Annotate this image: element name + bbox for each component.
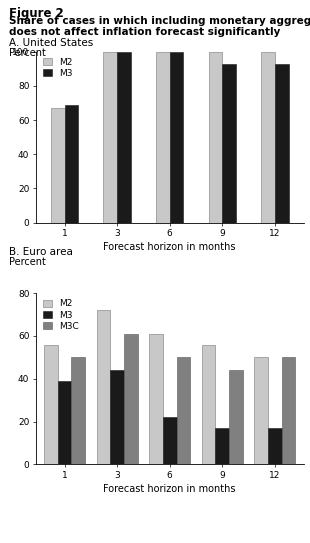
Text: Figure 2: Figure 2 [9, 7, 64, 20]
Bar [51, 108, 64, 223]
Text: Share of cases in which including monetary aggregates: Share of cases in which including moneta… [9, 16, 310, 26]
Legend: M2, M3: M2, M3 [43, 58, 73, 78]
Bar [209, 52, 222, 223]
Text: does not affect inflation forecast significantly: does not affect inflation forecast signi… [9, 27, 281, 37]
Text: Percent: Percent [9, 48, 46, 58]
Bar [97, 311, 110, 464]
Bar [170, 52, 184, 223]
X-axis label: Forecast horizon in months: Forecast horizon in months [104, 484, 236, 494]
Bar [117, 52, 131, 223]
Bar [268, 428, 282, 464]
Bar [255, 357, 268, 464]
Bar [202, 345, 215, 464]
Bar [110, 370, 124, 464]
Bar [149, 334, 163, 464]
Bar [282, 357, 295, 464]
Bar [222, 64, 236, 223]
Legend: M2, M3, M3C: M2, M3, M3C [43, 299, 79, 331]
Bar [163, 417, 177, 464]
Bar [64, 105, 78, 223]
Bar [104, 52, 117, 223]
Bar [229, 370, 243, 464]
X-axis label: Forecast horizon in months: Forecast horizon in months [104, 242, 236, 252]
Bar [177, 357, 190, 464]
Text: Percent: Percent [9, 257, 46, 267]
Bar [156, 52, 170, 223]
Bar [58, 381, 71, 464]
Bar [71, 357, 85, 464]
Bar [261, 52, 275, 223]
Bar [215, 428, 229, 464]
Bar [44, 345, 58, 464]
Text: A. United States: A. United States [9, 38, 94, 48]
Bar [275, 64, 289, 223]
Text: B. Euro area: B. Euro area [9, 247, 73, 257]
Bar [124, 334, 138, 464]
